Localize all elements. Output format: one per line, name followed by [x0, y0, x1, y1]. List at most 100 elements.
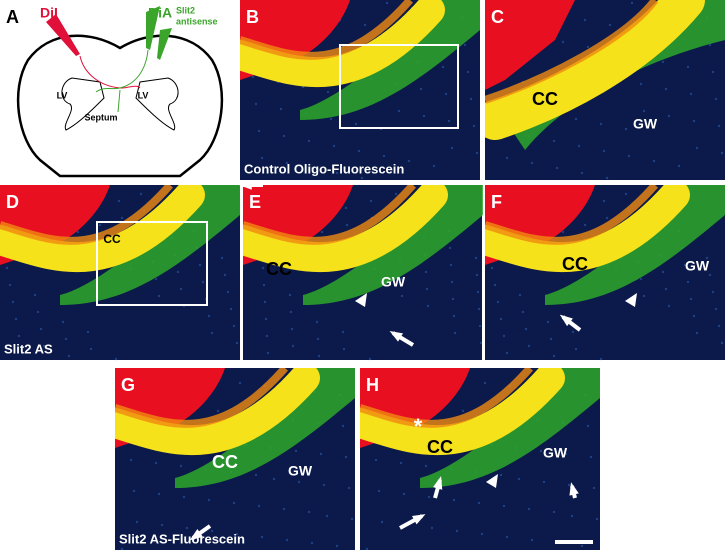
tissue-speck [238, 381, 242, 385]
tissue-speck [347, 486, 351, 490]
tissue-speck [220, 256, 224, 260]
panel: E CC GW [239, 180, 483, 361]
tissue-speck [307, 139, 311, 143]
tissue-speck [264, 317, 268, 321]
tissue-speck [708, 273, 712, 277]
tissue-speck [76, 230, 80, 234]
panel-letter: E [249, 192, 261, 212]
tissue-speck [310, 166, 314, 170]
tissue-speck [441, 65, 445, 69]
tissue-speck [120, 216, 124, 220]
tissue-speck [517, 477, 521, 481]
tissue-speck [472, 124, 476, 128]
tissue-speck [326, 90, 330, 94]
tissue-speck [580, 544, 584, 548]
tissue-speck [251, 75, 255, 79]
tissue-speck [476, 290, 480, 294]
tissue-speck [185, 526, 189, 530]
tissue-speck [571, 330, 575, 334]
tissue-speck [689, 92, 693, 96]
tissue-speck [257, 129, 261, 133]
tissue-speck [595, 517, 599, 521]
panel-label: CC [532, 89, 558, 109]
tissue-speck [14, 317, 18, 321]
panel: D CC Slit2 AS [0, 185, 240, 361]
tissue-speck [717, 124, 721, 128]
panel-label: GW [543, 445, 568, 461]
tissue-speck [135, 520, 139, 524]
brain-outline [16, 34, 224, 178]
tissue-speck [695, 331, 699, 335]
tissue-speck [720, 151, 724, 155]
tissue-speck [282, 507, 286, 511]
panel-caption: Slit2 AS-Fluorescein [119, 531, 245, 546]
tissue-speck [400, 294, 404, 298]
tissue-speck [602, 199, 606, 203]
tissue-speck [496, 300, 500, 304]
tissue-speck [201, 280, 205, 284]
panel-label: CC [212, 452, 238, 472]
panel-label: GW [288, 463, 313, 479]
micrograph [115, 368, 355, 550]
tissue-speck [282, 134, 286, 138]
tissue-speck [642, 294, 646, 298]
tissue-speck [132, 489, 136, 493]
tissue-speck [527, 507, 531, 511]
tissue-speck [546, 320, 550, 324]
tissue-speck [583, 223, 587, 227]
tissue-speck [254, 473, 258, 477]
tissue-speck [363, 23, 367, 27]
tissue-speck [117, 199, 121, 203]
tissue-speck [466, 70, 470, 74]
tissue-speck [449, 263, 453, 267]
tissue-speck [677, 164, 681, 168]
tissue-speck [630, 1, 634, 5]
tissue-speck [475, 273, 479, 277]
callosum-edge [485, 0, 659, 104]
tissue-speck [452, 498, 456, 502]
panel-label: antisense [176, 16, 218, 26]
tissue-speck [667, 114, 671, 118]
panel-label: GW [381, 274, 406, 290]
ventricle [135, 77, 179, 131]
micrograph [485, 185, 725, 361]
tissue-speck [570, 514, 574, 518]
tissue-speck [235, 532, 239, 536]
dil-pipette [46, 14, 80, 56]
tissue-speck [374, 458, 378, 462]
tissue-speck [223, 273, 227, 277]
arrow-head [569, 482, 579, 496]
tissue-speck [285, 161, 289, 165]
callosum-edge [243, 185, 417, 245]
tissue-speck [480, 532, 484, 536]
tissue-speck [586, 424, 590, 428]
tissue-speck [639, 277, 643, 281]
tissue-speck [564, 452, 568, 456]
panel-label: GW [685, 258, 710, 274]
tissue-speck [341, 424, 345, 428]
panel-letter: B [246, 7, 259, 27]
tissue-speck [377, 489, 381, 493]
tissue-speck [285, 538, 289, 542]
tissue-speck [179, 464, 183, 468]
tissue-speck [154, 461, 158, 465]
tissue-speck [344, 455, 348, 459]
tissue-speck [589, 455, 593, 459]
tissue-speck [608, 23, 612, 27]
tissue-speck [266, 351, 270, 355]
tissue-speck [11, 300, 15, 304]
tissue-speck [586, 45, 590, 49]
arrowhead [625, 293, 637, 307]
tissue-speck [5, 266, 9, 270]
tissue-speck [448, 246, 452, 250]
tissue-speck [652, 159, 656, 163]
tissue-speck [705, 256, 709, 260]
tissue-speck [261, 266, 265, 270]
dia-axon [95, 49, 149, 113]
tissue-speck [290, 327, 294, 331]
panel: H *CC GW [360, 368, 600, 550]
panel-label: Septum [84, 112, 117, 122]
callosum-edge [240, 0, 414, 60]
tissue-speck [64, 337, 68, 341]
